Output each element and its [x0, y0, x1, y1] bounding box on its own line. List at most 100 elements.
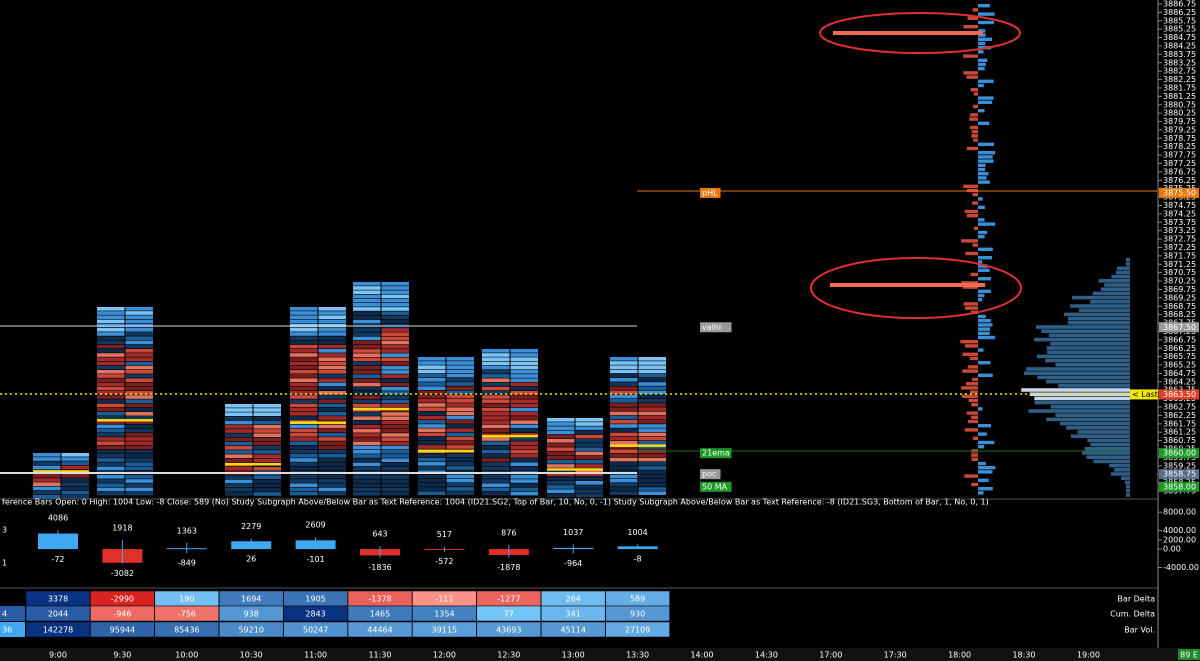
footprint-cell — [290, 357, 318, 361]
footprint-cell — [61, 474, 89, 478]
footprint-cell — [418, 428, 446, 432]
footprint-cell — [381, 433, 409, 437]
footprint-cell — [638, 432, 666, 437]
volume-profile-bar — [1028, 409, 1130, 413]
footprint-cell — [125, 319, 153, 324]
footprint-cell — [446, 378, 474, 382]
footprint-cell — [418, 491, 446, 495]
footprint-cell — [381, 378, 409, 383]
footprint-cell — [381, 475, 409, 479]
table-cell — [25, 605, 91, 622]
footprint-cell — [125, 349, 153, 353]
footprint-cell — [318, 353, 346, 357]
volume-profile-bar — [1046, 417, 1130, 422]
delta-cell — [962, 352, 978, 356]
footprint-cell — [381, 370, 409, 374]
footprint-cell — [290, 483, 318, 487]
time-tick-label: 11:30 — [368, 651, 391, 660]
delta-cell — [978, 172, 989, 176]
footprint-cell — [610, 453, 638, 458]
price-tick-label: 3865.25 — [1163, 361, 1196, 370]
footprint-cell — [610, 487, 638, 491]
footprint-cell — [510, 382, 538, 387]
footprint-cell — [125, 462, 153, 466]
delta-cell — [978, 83, 984, 88]
delta-low-label: -101 — [307, 555, 325, 564]
footprint-cell — [353, 454, 381, 458]
footprint-cell — [482, 491, 510, 496]
delta-cell — [978, 163, 986, 167]
price-tick-label: 3866.75 — [1163, 335, 1196, 344]
footprint-cell — [575, 460, 603, 464]
chart-label: poc — [702, 470, 716, 479]
footprint-cell — [97, 374, 125, 378]
delta-cell — [972, 201, 978, 205]
footprint-cell — [290, 441, 318, 445]
footprint-cell — [253, 437, 281, 442]
delta-cell — [960, 340, 978, 344]
delta-cell — [978, 222, 996, 226]
footprint-cell — [253, 408, 281, 412]
footprint-cell — [225, 446, 253, 450]
footprint-cell — [290, 479, 318, 483]
footprint-cell — [482, 365, 510, 370]
delta-high-label: 876 — [501, 529, 516, 538]
footprint-cell — [575, 422, 603, 426]
delta-cell — [971, 415, 978, 419]
footprint-cell — [510, 412, 538, 416]
footprint-cell — [290, 462, 318, 466]
footprint-cell — [610, 386, 638, 390]
delta-cell — [973, 92, 978, 96]
delta-cell — [971, 453, 978, 457]
footprint-cell — [253, 475, 281, 479]
footprint-cell — [446, 445, 474, 449]
footprint-cell — [353, 357, 381, 362]
footprint-cell — [225, 479, 253, 484]
volume-profile-bar — [1066, 426, 1130, 430]
footprint-cell — [318, 479, 346, 483]
footprint-cell — [482, 416, 510, 420]
large-order-bar — [830, 283, 985, 287]
footprint-cell — [638, 399, 666, 403]
footprint-cell — [638, 470, 666, 474]
volume-profile-bar — [1059, 421, 1130, 426]
delta-high-label: 1918 — [112, 524, 132, 533]
footprint-cell — [353, 303, 381, 307]
table-cell — [154, 621, 220, 638]
footprint-poc — [547, 468, 603, 471]
table-cell — [0, 606, 25, 621]
footprint-cell — [125, 454, 153, 458]
footprint-cell — [318, 328, 346, 332]
delta-cell — [978, 256, 993, 260]
volume-profile-bar — [1023, 371, 1130, 375]
footprint-cell — [510, 466, 538, 471]
footprint-cell — [575, 493, 603, 498]
footprint-cell — [125, 307, 153, 311]
volume-profile-bar — [1077, 430, 1130, 434]
footprint-cell — [97, 403, 125, 408]
footprint-cell — [381, 412, 409, 416]
footprint-cell — [418, 424, 446, 428]
footprint-cell — [418, 432, 446, 437]
volume-profile-bar — [1046, 379, 1130, 384]
delta-cell — [978, 67, 985, 71]
chart-label-bg — [700, 322, 732, 333]
footprint-cell — [33, 453, 61, 457]
price-tick-label: 3874.25 — [1163, 209, 1196, 218]
footprint-cell — [353, 382, 381, 387]
volume-profile-bar — [1124, 480, 1130, 485]
delta-cell — [978, 20, 994, 25]
table-cell — [90, 605, 155, 622]
footprint-cell — [353, 433, 381, 437]
footprint-cell — [125, 416, 153, 420]
footprint-cell — [97, 424, 125, 429]
time-tick-label: 14:00 — [690, 651, 713, 660]
delta-cell — [978, 461, 986, 466]
price-tick-label: 3885.75 — [1163, 16, 1196, 25]
price-marker-label: 3867.50 — [1163, 323, 1196, 332]
time-tick-label: 10:30 — [240, 651, 263, 660]
price-tick-label: 3880.75 — [1163, 100, 1196, 109]
footprint-cell — [510, 483, 538, 487]
footprint-cell — [510, 386, 538, 391]
footprint-cell — [97, 407, 125, 412]
